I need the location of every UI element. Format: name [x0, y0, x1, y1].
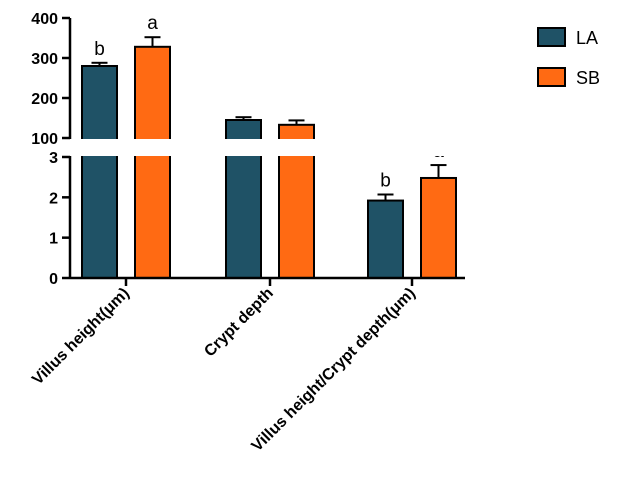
category-label: Crypt depth — [201, 285, 277, 361]
y-lower-tick-label: 1 — [49, 231, 58, 248]
legend-swatch-SB — [537, 67, 566, 87]
bar-LA-0 — [81, 65, 118, 279]
significance-label: a — [147, 13, 158, 34]
bar-LA-2 — [367, 199, 404, 279]
legend-label-SB: SB — [576, 68, 600, 88]
y-upper-tick-label: 200 — [31, 91, 58, 108]
y-lower-tick-label: 0 — [49, 271, 58, 288]
y-upper-tick-label: 300 — [31, 51, 58, 68]
y-upper-tick-label: 100 — [31, 131, 58, 148]
bar-SB-0 — [134, 45, 171, 279]
significance-label: b — [380, 171, 391, 192]
category-label: Villus height(μm) — [29, 285, 133, 389]
legend-label-LA: LA — [576, 28, 598, 48]
y-lower-tick-label: 2 — [49, 190, 58, 207]
y-upper-tick-label: 400 — [31, 11, 58, 28]
axis-break-gap — [56, 139, 476, 156]
category-label: Villus height/Crypt depth(μm) — [249, 285, 419, 455]
bar-SB-2 — [420, 176, 457, 279]
significance-label: b — [94, 39, 105, 60]
y-lower-tick-label: 3 — [49, 150, 58, 167]
legend-swatch-LA — [537, 27, 566, 47]
